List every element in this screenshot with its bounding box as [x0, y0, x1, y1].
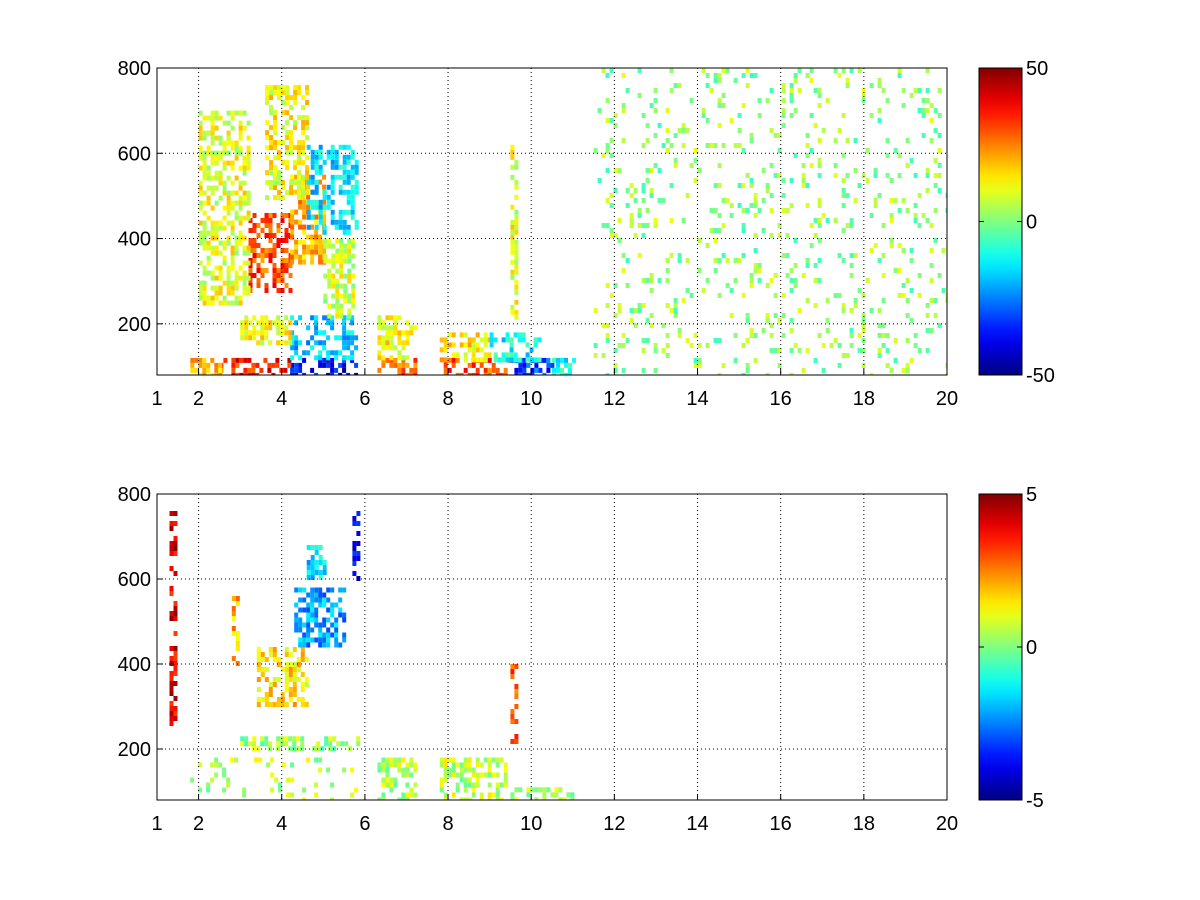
heatmap-cell-8: [352, 511, 361, 581]
colorbar-tick-label: 50: [1026, 58, 1048, 80]
x-tick-label: 12: [603, 813, 625, 835]
x-tick-label: 1: [151, 388, 162, 410]
heatmap-cell-14: [306, 144, 359, 235]
colorbar: 5 0 -5: [978, 484, 1044, 812]
heatmap-cell-5: [256, 647, 309, 707]
y-tick-label: 200: [118, 314, 151, 336]
x-tick-label: 8: [442, 813, 453, 835]
x-tick-label: 20: [936, 813, 958, 835]
colorbar-gradient: [978, 493, 1023, 801]
heatmap-cell-2: [439, 757, 508, 800]
colorbar-tick-label: 5: [1026, 484, 1037, 506]
grid-lines: [157, 493, 947, 800]
y-tick-label: 800: [118, 484, 151, 506]
x-tick-label: 10: [520, 813, 542, 835]
x-tick-label: 8: [442, 388, 453, 410]
heatmap-cell-10: [169, 511, 178, 726]
y-tick-label: 800: [118, 58, 151, 80]
x-tick-label: 18: [853, 388, 875, 410]
heatmap-cell-11: [489, 332, 542, 363]
heatmap-cell-16: [265, 85, 310, 201]
x-tick-label: 16: [770, 388, 792, 410]
heatmap-cell-15: [198, 110, 251, 306]
y-tick-label: 600: [118, 143, 151, 165]
colorbar-tick-label: -50: [1026, 365, 1055, 387]
y-tick-label: 400: [118, 229, 151, 251]
x-tick-label: 2: [193, 388, 204, 410]
y-tick-label: 600: [118, 569, 151, 591]
x-tick-label: 10: [520, 388, 542, 410]
heatmap-cell-7: [306, 545, 327, 580]
colorbar: 50 0 -50: [978, 58, 1055, 387]
colorbar-tick-label: 0: [1026, 212, 1037, 234]
heatmap-cell-2: [190, 357, 223, 375]
heatmap-cell-6: [552, 357, 576, 375]
heatmap-cell-11: [231, 596, 240, 666]
heatmap-cells: [169, 511, 575, 800]
heatmap-cell-0: [290, 357, 359, 375]
x-tick-label: 16: [770, 813, 792, 835]
x-tick-label: 6: [359, 813, 370, 835]
x-tick-label: 14: [686, 813, 708, 835]
heatmap-cell-9: [377, 315, 418, 361]
heatmap-cell-9: [510, 664, 519, 744]
heatmap-cell-3: [510, 787, 575, 800]
axes-frame: [156, 493, 948, 801]
x-tick-label: 4: [276, 813, 287, 835]
x-tick-label: 6: [359, 388, 370, 410]
x-tick-label: 12: [603, 388, 625, 410]
heatmap-cell-18: [510, 144, 519, 320]
colorbar-tick-label: -5: [1026, 790, 1044, 812]
colorbar-tick-label: 0: [1026, 637, 1037, 659]
x-tick-label: 20: [936, 388, 958, 410]
x-tick-label: 18: [853, 813, 875, 835]
x-tick-label: 1: [151, 813, 162, 835]
heatmap-cells: [190, 68, 947, 375]
y-tick-label: 200: [118, 739, 151, 761]
heatmap-cell-6: [294, 587, 347, 648]
heatmap-cell-1: [377, 757, 418, 800]
y-tick-label: 400: [118, 654, 151, 676]
heatmap-cell-8: [240, 315, 293, 346]
x-tick-label: 4: [276, 388, 287, 410]
heatmap-cell-3: [377, 357, 418, 375]
heatmap-cell-19: [593, 68, 947, 375]
colorbar-gradient: [978, 67, 1023, 376]
axes-frame: [156, 67, 948, 376]
heatmap-cell-17: [323, 238, 356, 319]
x-tick-label: 2: [193, 813, 204, 835]
heatmap-cell-4: [240, 736, 361, 752]
x-tick-label: 14: [686, 388, 708, 410]
heatmap-cell-0: [190, 757, 359, 800]
